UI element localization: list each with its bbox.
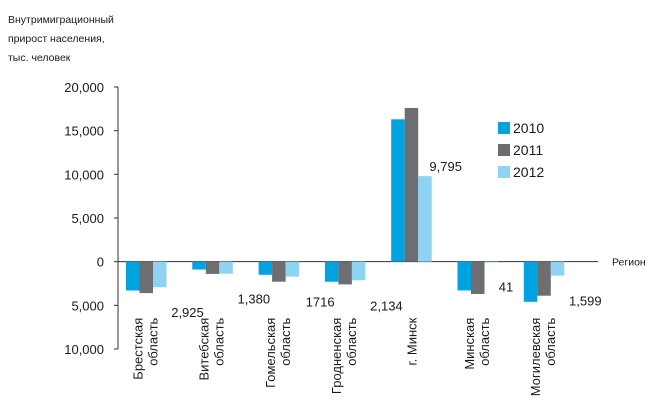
- bar-2010: [258, 261, 273, 275]
- legend-label: 2011: [513, 142, 543, 158]
- bar-2012: [153, 261, 167, 288]
- x-axis-title: Регион: [612, 257, 645, 269]
- category-label: Брестскаяобласть: [130, 317, 160, 379]
- category-label: Минскаяобласть: [462, 317, 492, 369]
- category-label-line: область: [344, 317, 359, 365]
- bar-2010: [324, 261, 339, 282]
- data-label: 1716: [306, 295, 335, 310]
- bar-2012: [285, 261, 300, 277]
- bar-2010: [126, 261, 140, 291]
- legend-swatch-2012: [498, 166, 510, 178]
- category-label-line: область: [477, 317, 492, 365]
- y-axis-ticks: 20,000 15,000 10,000 5,000 0 5,000 10,000: [64, 80, 118, 357]
- data-label: 2,134: [370, 298, 403, 313]
- category-label: Витебскаяобласть: [197, 317, 227, 380]
- legend-label: 2012: [513, 164, 544, 180]
- category-label-line: г. Минск: [404, 317, 419, 365]
- bar-2010: [457, 261, 471, 291]
- bar-2012: [418, 176, 432, 262]
- category-label-line: Могилевская: [528, 318, 543, 397]
- bar-2010: [523, 261, 538, 302]
- data-label: 1,599: [569, 294, 602, 309]
- legend-swatch-2011: [498, 144, 510, 156]
- legend-swatch-2010: [498, 122, 510, 134]
- category-label-line: Брестская: [130, 318, 145, 380]
- bars: [126, 107, 565, 302]
- category-label-line: Гродненская: [329, 318, 344, 394]
- y-tick-label: 5,000: [71, 211, 104, 226]
- y-axis-title-line: Внутримиграционный: [8, 14, 114, 26]
- bar-2010: [192, 261, 206, 270]
- bar-2011: [404, 107, 419, 262]
- bar-2011: [205, 261, 220, 274]
- data-label: 9,795: [429, 159, 462, 174]
- bar-2011: [139, 261, 153, 294]
- y-axis-title-line: прирост населения,: [8, 33, 105, 45]
- y-axis-title: Внутримиграционный прирост населения, тыс.…: [8, 14, 114, 64]
- category-label-line: Гомельская: [263, 318, 278, 388]
- bar-2012: [484, 261, 498, 263]
- bar-2012: [351, 261, 366, 281]
- data-label: 1,380: [238, 292, 271, 307]
- bar-2012: [219, 261, 233, 274]
- bar-2011: [338, 261, 352, 285]
- data-label: 2,925: [171, 305, 204, 320]
- category-label-line: Витебская: [197, 318, 212, 381]
- y-tick-label: 10,000: [64, 167, 104, 182]
- bar-2012: [550, 261, 565, 276]
- y-tick-label: 10,000: [64, 342, 104, 357]
- category-label-line: область: [145, 317, 160, 365]
- y-tick-label: 20,000: [64, 80, 104, 95]
- category-label: Могилевскаяобласть: [528, 317, 558, 396]
- category-label: г. Минск: [404, 317, 419, 365]
- category-label: Гомельскаяобласть: [263, 317, 293, 387]
- legend: 2010 2011 2012: [498, 120, 544, 180]
- y-tick-label: 5,000: [71, 298, 104, 313]
- bar-2011: [471, 261, 485, 294]
- data-labels: 2,925 1,380 1716 2,134 9,795 41 1,599: [171, 159, 601, 320]
- category-label-line: область: [278, 317, 293, 365]
- bar-2011: [537, 261, 551, 296]
- data-label: 41: [499, 280, 513, 295]
- y-tick-label: 15,000: [64, 124, 104, 139]
- category-label: Гродненскаяобласть: [329, 317, 359, 394]
- bar-2010: [391, 119, 405, 262]
- category-label-line: область: [212, 317, 227, 365]
- y-tick-label: 0: [97, 255, 104, 270]
- category-labels: Брестскаяобласть Витебскаяобласть Гомельск…: [130, 317, 558, 396]
- legend-label: 2010: [513, 120, 544, 136]
- category-label-line: область: [543, 317, 558, 365]
- bar-2011: [272, 261, 286, 282]
- category-label-line: Минская: [462, 318, 477, 370]
- y-axis-title-line: тыс. человек: [8, 52, 71, 64]
